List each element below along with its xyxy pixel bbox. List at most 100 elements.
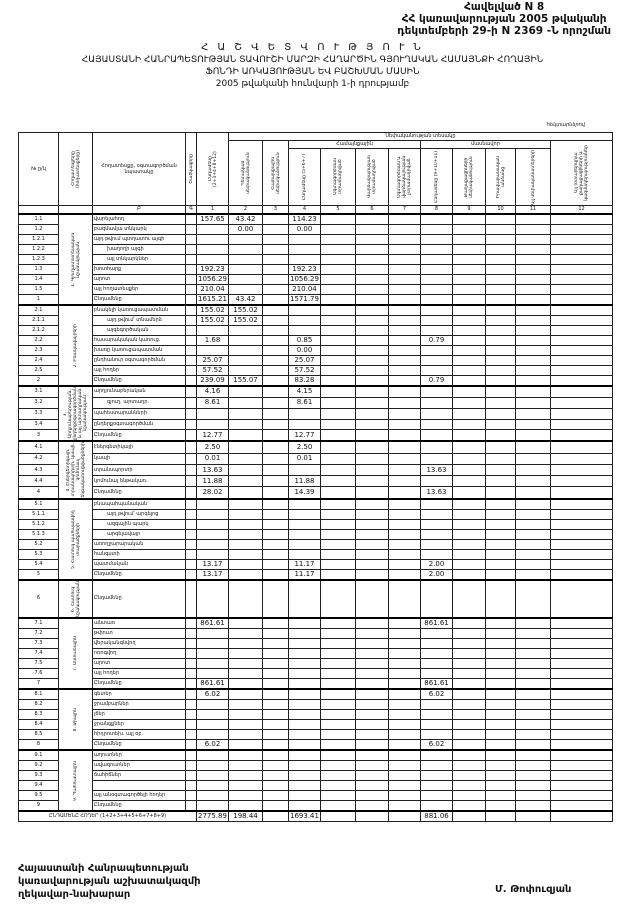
row-code xyxy=(185,528,197,540)
row-value-col-10 xyxy=(485,345,516,356)
row-value-col-5 xyxy=(320,568,356,581)
row-value-col-8 xyxy=(420,418,453,431)
row-value-col-4 xyxy=(288,498,321,510)
row-value-col-12 xyxy=(550,254,613,265)
row-value-col-3 xyxy=(262,769,289,781)
row-value-col-1: 13.17 xyxy=(196,568,229,581)
row-value-col-9 xyxy=(452,365,486,376)
row-value-col-7 xyxy=(388,274,421,285)
table-row: 5.1.1 այդ թվում՝ արգելոց xyxy=(18,508,613,520)
row-value-col-7 xyxy=(388,799,421,812)
header-col-3: Համայնքային սեփականություն xyxy=(262,140,289,206)
row-code xyxy=(185,429,197,443)
row-value-col-7 xyxy=(388,617,421,629)
row-value-col-5 xyxy=(320,647,356,659)
row-value-col-9 xyxy=(452,647,486,659)
row-value-col-2 xyxy=(228,274,263,285)
row-value-col-8 xyxy=(420,728,453,740)
header-col-6: Վարձակալության տրամադրված xyxy=(355,148,389,206)
row-value-col-11 xyxy=(515,728,551,740)
row-code xyxy=(185,627,197,639)
row-value-col-10 xyxy=(485,475,516,488)
row-value-col-1 xyxy=(196,789,229,801)
row-value-col-4 xyxy=(288,579,321,619)
row-value-col-8 xyxy=(420,475,453,488)
row-value-col-4 xyxy=(288,244,321,255)
row-value-col-11 xyxy=(515,677,551,690)
row-value-col-6 xyxy=(355,779,389,791)
row-code xyxy=(185,637,197,649)
row-number: 5.1.1 xyxy=(18,508,59,520)
row-value-col-4: 210.04 xyxy=(288,284,321,295)
row-value-col-5 xyxy=(320,396,356,409)
row-value-col-1: 155.02 xyxy=(196,304,229,316)
row-value-col-2 xyxy=(228,789,263,801)
row-value-col-7 xyxy=(388,284,421,295)
row-value-col-1: 6.02 xyxy=(196,738,229,751)
row-value-col-8 xyxy=(420,234,453,245)
row-value-col-2 xyxy=(228,244,263,255)
row-value-col-5 xyxy=(320,508,356,520)
row-value-col-2: 155.02 xyxy=(228,304,263,316)
row-value-col-11 xyxy=(515,385,551,398)
row-number: 3.3 xyxy=(18,407,59,420)
table-row: 8.2 ջրամբարներ xyxy=(18,698,613,710)
row-value-col-5 xyxy=(320,463,356,477)
row-value-col-3 xyxy=(262,779,289,791)
row-value-col-4 xyxy=(288,667,321,679)
row-code xyxy=(185,345,197,356)
row-number: 3 xyxy=(18,429,59,443)
section-label: 5. Հատուկ պահպանվող տարածքների xyxy=(58,498,93,581)
header-col-5-text: Օգտագործման տրամադրված xyxy=(333,158,343,196)
section-label-text: 4. Էներգետիկայի, տրանսպորտի, կապի, կոմու… xyxy=(65,442,86,498)
row-value-col-3 xyxy=(262,627,289,639)
row-value-col-2 xyxy=(228,429,263,443)
table-row: 8.5 հիդրոտեխ. այլ օբ. xyxy=(18,728,613,740)
row-value-col-7 xyxy=(388,396,421,409)
row-value-col-7 xyxy=(388,315,421,326)
signatory-name: Մ. Թոփուզյան xyxy=(495,884,572,895)
row-code xyxy=(185,759,197,771)
row-value-col-12 xyxy=(550,759,613,771)
header-index-cell: 7 xyxy=(388,205,421,215)
row-value-col-6 xyxy=(355,498,389,510)
row-value-col-12 xyxy=(550,617,613,629)
row-value-col-3 xyxy=(262,708,289,720)
row-value-col-12 xyxy=(550,418,613,431)
row-value-col-1 xyxy=(196,518,229,530)
row-number: 2 xyxy=(18,375,59,387)
row-value-col-10 xyxy=(485,759,516,771)
row-name: Ընդամենը xyxy=(92,799,186,812)
row-value-col-7 xyxy=(388,738,421,751)
row-value-col-4 xyxy=(288,769,321,781)
row-name: այլ հողեր xyxy=(92,365,186,376)
row-number: 1 xyxy=(18,294,59,306)
row-value-col-1 xyxy=(196,708,229,720)
row-value-col-3 xyxy=(262,355,289,366)
row-value-col-8 xyxy=(420,708,453,720)
row-value-col-4 xyxy=(288,528,321,540)
row-value-col-5 xyxy=(320,475,356,488)
header-col-7-text: Օգտագործման և վարձակալության չտրամադրված xyxy=(397,155,412,199)
table-row: 7 Ընդամենը 861.61 861.61 xyxy=(18,677,613,690)
row-code xyxy=(185,617,197,629)
row-value-col-1: 1056.29 xyxy=(196,274,229,285)
row-value-col-3 xyxy=(262,657,289,669)
row-value-col-6 xyxy=(355,677,389,690)
row-value-col-7 xyxy=(388,579,421,619)
row-value-col-4: 11.17 xyxy=(288,568,321,581)
row-value-col-10 xyxy=(485,407,516,420)
row-value-col-7 xyxy=(388,486,421,500)
row-value-col-6 xyxy=(355,637,389,649)
row-value-col-12 xyxy=(550,708,613,720)
row-value-col-4: 1571.79 xyxy=(288,294,321,306)
row-value-col-2 xyxy=(228,325,263,336)
row-name: ջրամբարներ xyxy=(92,698,186,710)
row-value-col-5 xyxy=(320,698,356,710)
row-value-col-12 xyxy=(550,568,613,581)
row-value-col-12 xyxy=(550,244,613,255)
row-value-col-12 xyxy=(550,647,613,659)
table-row: 5.1.3 արգելավայր xyxy=(18,528,613,540)
row-value-col-10 xyxy=(485,579,516,619)
row-value-col-2 xyxy=(228,475,263,488)
